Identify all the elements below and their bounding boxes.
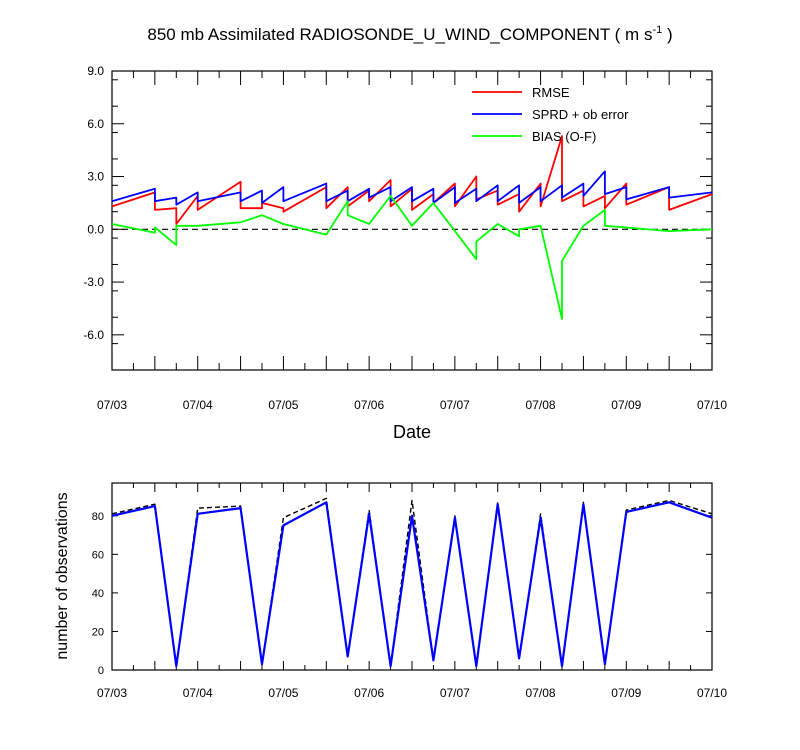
chart-title: 850 mb Assimilated RADIOSONDE_U_WIND_COM… xyxy=(147,24,672,44)
series-line-bias-o-f xyxy=(111,194,713,320)
x-tick-label-bottom: 07/05 xyxy=(268,686,298,700)
x-tick-label-top: 07/05 xyxy=(268,398,298,412)
x-tick-label-bottom: 07/08 xyxy=(526,686,556,700)
y-tick-label-top: 9.0 xyxy=(87,64,104,78)
x-tick-label-bottom: 07/10 xyxy=(697,686,727,700)
y-tick-label-top: 6.0 xyxy=(87,117,104,131)
x-tick-label-bottom: 07/09 xyxy=(611,686,641,700)
legend-label: RMSE xyxy=(532,85,570,100)
x-tick-label-top: 07/03 xyxy=(97,398,127,412)
y-tick-label-bottom: 20 xyxy=(92,626,104,638)
x-tick-label-bottom: 07/04 xyxy=(183,686,213,700)
legend-label: BIAS (O-F) xyxy=(532,129,596,144)
y-axis-label-bottom: number of observations xyxy=(54,492,71,659)
y-tick-label-top: 0.0 xyxy=(87,222,104,236)
series-line-rmse xyxy=(111,135,713,225)
plot-frame-bottom xyxy=(111,482,713,671)
x-tick-label-bottom: 07/03 xyxy=(97,686,127,700)
x-tick-label-top: 07/06 xyxy=(354,398,384,412)
x-tick-label-top: 07/07 xyxy=(440,398,470,412)
series-line-sprd-ob-error xyxy=(111,170,713,206)
y-tick-label-bottom: 40 xyxy=(92,588,104,600)
series-line-assimilated-observations xyxy=(111,501,713,668)
y-tick-label-bottom: 0 xyxy=(98,665,104,677)
series-line-possible-observations xyxy=(111,497,713,667)
x-tick-label-bottom: 07/06 xyxy=(354,686,384,700)
x-tick-label-bottom: 07/07 xyxy=(440,686,470,700)
legend-label: SPRD + ob error xyxy=(532,107,629,122)
x-tick-label-top: 07/09 xyxy=(611,398,641,412)
y-tick-label-bottom: 60 xyxy=(92,549,104,561)
y-tick-label-bottom: 80 xyxy=(92,511,104,523)
x-tick-label-top: 07/08 xyxy=(526,398,556,412)
x-tick-label-top: 07/10 xyxy=(697,398,727,412)
y-tick-label-top: 3.0 xyxy=(87,170,104,184)
x-axis-label: Date xyxy=(393,422,431,442)
x-tick-label-top: 07/04 xyxy=(183,398,213,412)
y-tick-label-top: -3.0 xyxy=(83,275,104,289)
y-tick-label-top: -6.0 xyxy=(83,328,104,342)
